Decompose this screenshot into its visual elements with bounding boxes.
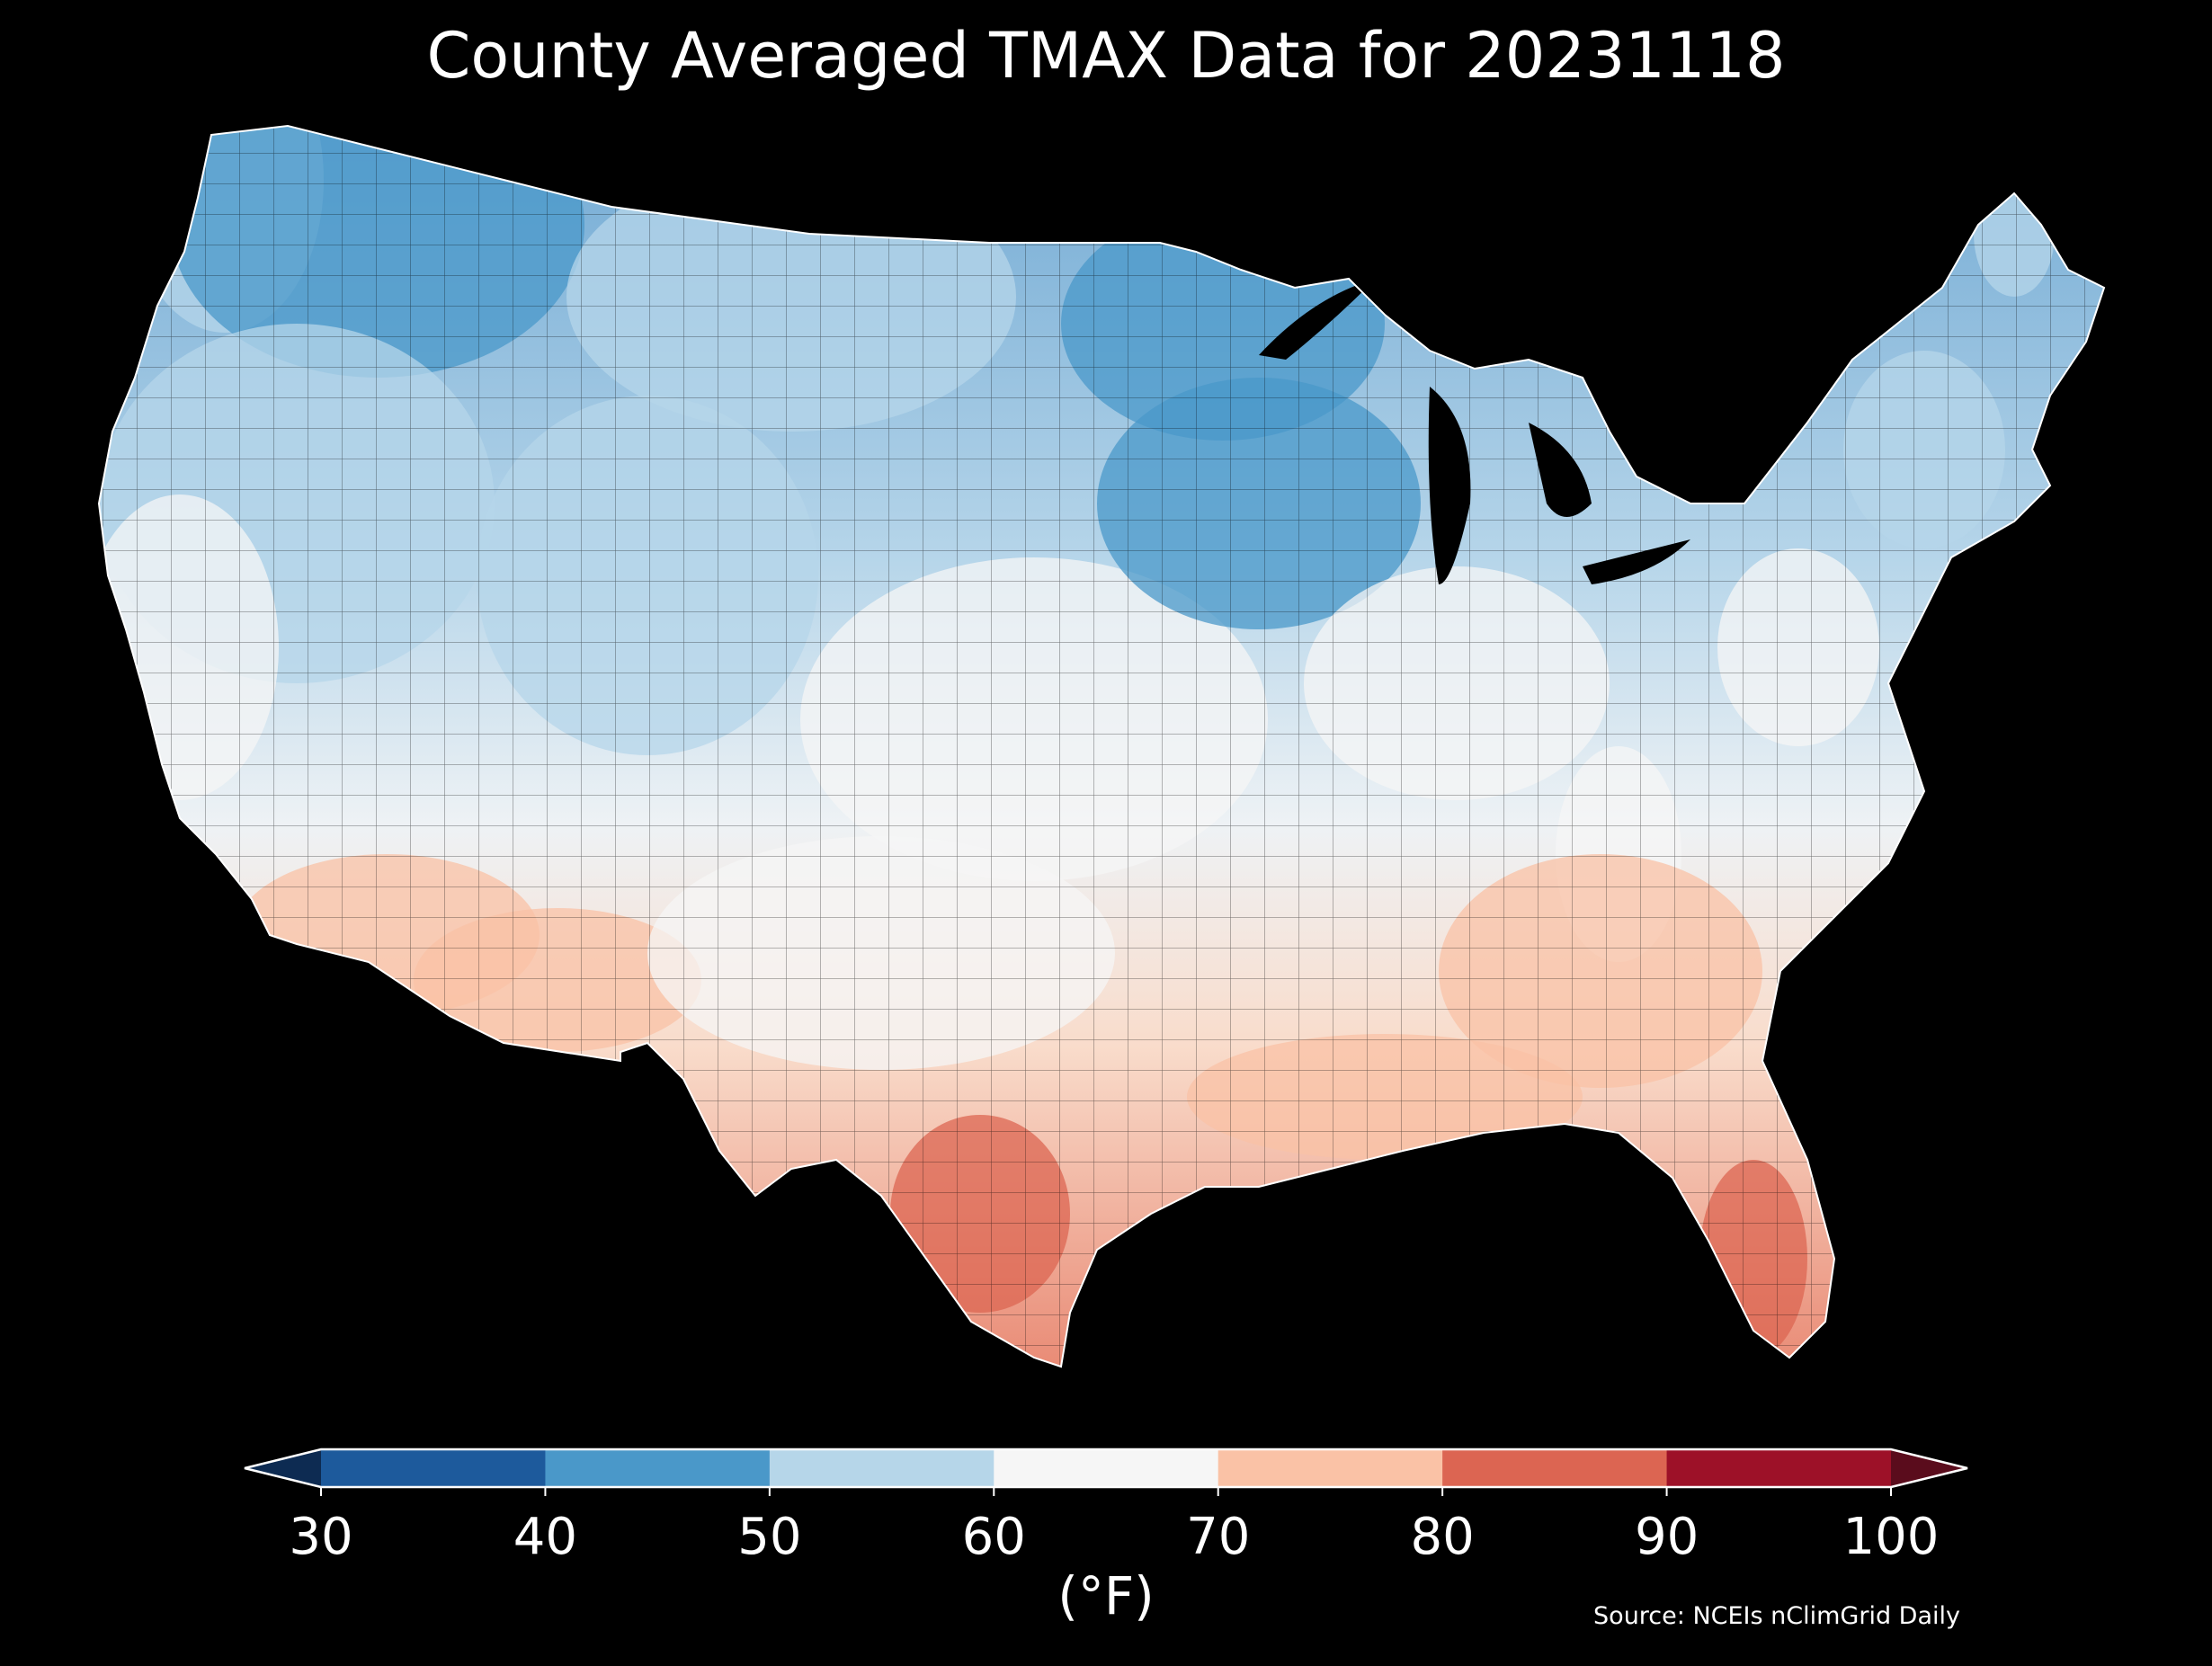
colorbar-tick-label: 90	[1635, 1508, 1699, 1566]
map-title: County Averaged TMAX Data for 20231118	[426, 19, 1786, 93]
lake-michigan	[1428, 387, 1471, 584]
lake-huron	[1529, 423, 1592, 517]
colorbar-unit-label: (°F)	[1057, 1565, 1155, 1626]
colorbar-tick-label: 50	[737, 1508, 801, 1566]
colorbar-bin-60-70	[994, 1449, 1219, 1487]
colorbar-under-arrow	[245, 1449, 321, 1487]
colorbar-bin-90-100	[1666, 1449, 1892, 1487]
colorbar-bin-80-90	[1442, 1449, 1668, 1487]
lake-erie	[1583, 539, 1690, 584]
colorbar-bin-50-60	[769, 1449, 995, 1487]
colorbar-tick-label: 100	[1843, 1508, 1940, 1566]
colorbar-bin-70-80	[1217, 1449, 1443, 1487]
source-note: Source: NCEIs nClimGrid Daily	[1593, 1602, 1960, 1630]
colorbar-tick-label: 40	[513, 1508, 577, 1566]
colorbar-tick-label: 70	[1186, 1508, 1250, 1566]
colorbar-tick-label: 80	[1411, 1508, 1475, 1566]
colorbar-bin-30-40	[321, 1449, 546, 1487]
colorbar-tick-label: 30	[289, 1508, 352, 1566]
colorbar-tick-label: 60	[962, 1508, 1026, 1566]
colorbar-bin-40-50	[545, 1449, 771, 1487]
colorbar-over-arrow	[1891, 1449, 1967, 1487]
lake-superior	[1259, 279, 1376, 360]
great-lakes	[1259, 279, 1690, 584]
